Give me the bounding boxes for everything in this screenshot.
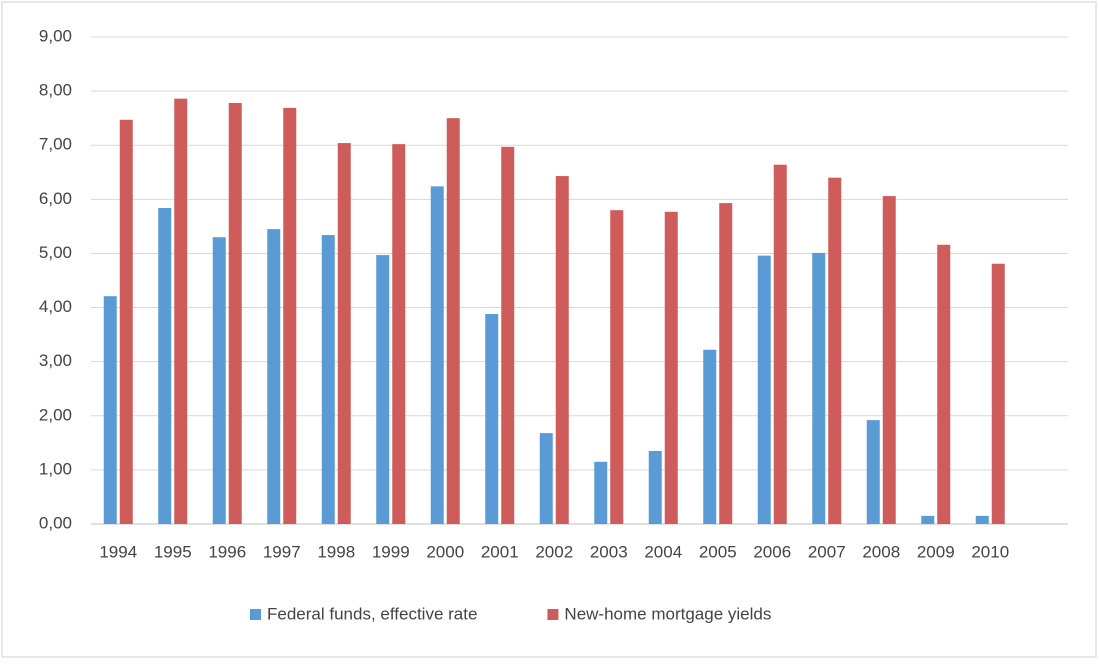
x-tick-label: 2007 bbox=[808, 542, 846, 561]
bar bbox=[392, 144, 406, 524]
x-tick-label: 1998 bbox=[317, 542, 355, 561]
legend-label: Federal funds, effective rate bbox=[267, 604, 477, 623]
bar bbox=[501, 146, 515, 524]
y-tick-label: 8,00 bbox=[39, 81, 72, 100]
x-tick-label: 2006 bbox=[753, 542, 791, 561]
y-tick-label: 5,00 bbox=[39, 243, 72, 262]
x-tick-label: 2004 bbox=[644, 542, 682, 561]
bar bbox=[937, 244, 951, 524]
bar bbox=[555, 176, 569, 524]
x-tick-label: 2002 bbox=[535, 542, 573, 561]
y-tick-label: 2,00 bbox=[39, 405, 72, 424]
bar bbox=[812, 252, 826, 525]
legend-label: New-home mortgage yields bbox=[564, 604, 771, 623]
bar bbox=[719, 203, 733, 525]
x-tick-label: 2009 bbox=[917, 542, 955, 561]
bar bbox=[703, 349, 717, 524]
bar bbox=[828, 177, 842, 524]
bar bbox=[337, 143, 351, 524]
bar bbox=[757, 255, 771, 524]
y-tick-label: 7,00 bbox=[39, 135, 72, 154]
bar bbox=[882, 196, 896, 524]
bar bbox=[991, 263, 1005, 524]
x-tick-label: 1997 bbox=[263, 542, 301, 561]
bar bbox=[174, 98, 188, 524]
bar bbox=[866, 420, 880, 524]
y-tick-label: 1,00 bbox=[39, 459, 72, 478]
x-tick-label: 2001 bbox=[481, 542, 519, 561]
bar bbox=[446, 118, 460, 525]
x-tick-label: 2003 bbox=[590, 542, 628, 561]
x-tick-label: 2008 bbox=[862, 542, 900, 561]
bar bbox=[485, 314, 499, 524]
legend-swatch bbox=[250, 609, 261, 620]
bar bbox=[228, 103, 242, 524]
bar bbox=[283, 107, 297, 524]
x-tick-label: 1995 bbox=[154, 542, 192, 561]
bar bbox=[594, 461, 608, 524]
bar bbox=[539, 433, 553, 524]
bar bbox=[103, 296, 117, 524]
legend-swatch bbox=[547, 609, 559, 620]
bar bbox=[664, 211, 678, 525]
bar bbox=[376, 255, 390, 524]
x-tick-label: 2000 bbox=[426, 542, 464, 561]
y-tick-label: 3,00 bbox=[39, 351, 72, 370]
bar bbox=[610, 210, 624, 524]
bar bbox=[119, 119, 133, 524]
x-tick-label: 1999 bbox=[372, 542, 410, 561]
y-tick-label: 4,00 bbox=[39, 297, 72, 316]
x-tick-label: 2005 bbox=[699, 542, 737, 561]
y-tick-label: 6,00 bbox=[39, 189, 72, 208]
bar bbox=[321, 235, 335, 524]
bar bbox=[267, 229, 281, 524]
bar bbox=[648, 450, 662, 524]
y-tick-label: 0,00 bbox=[39, 513, 72, 532]
bar bbox=[158, 207, 172, 525]
bar bbox=[430, 186, 444, 524]
x-tick-label: 1994 bbox=[99, 542, 137, 561]
bar bbox=[975, 515, 989, 524]
bar bbox=[773, 164, 787, 525]
bar bbox=[921, 515, 935, 524]
x-tick-label: 1996 bbox=[208, 542, 246, 561]
y-tick-label: 9,00 bbox=[39, 26, 72, 45]
bar bbox=[212, 237, 226, 524]
x-tick-label: 2010 bbox=[971, 542, 1009, 561]
